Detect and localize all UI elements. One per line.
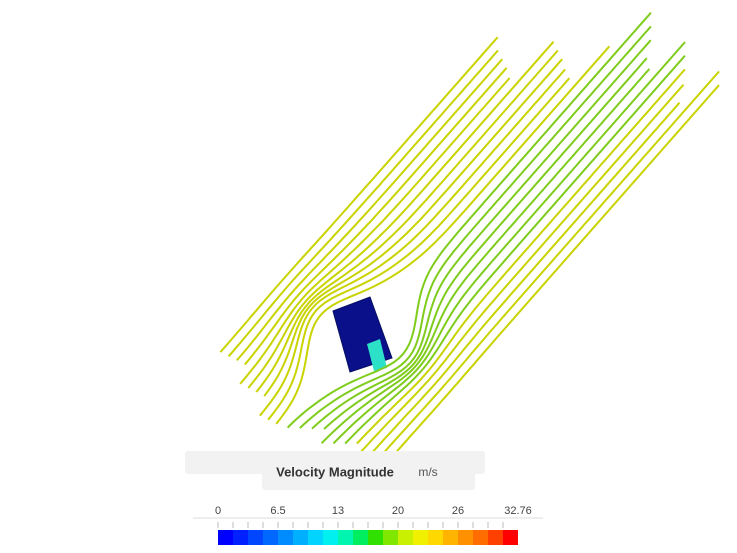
colorbar-cell	[293, 530, 308, 545]
colorbar-tick-label: 26	[452, 505, 464, 517]
colorbar-cell	[218, 530, 233, 545]
streamline	[366, 102, 681, 460]
colorbar-cell	[398, 530, 413, 545]
colorbar-cell	[278, 530, 293, 545]
colorbar-cell	[428, 530, 443, 545]
streamline	[286, 12, 652, 429]
streamline	[244, 67, 508, 366]
streamline	[236, 58, 504, 362]
streamline	[377, 70, 720, 460]
streamline	[239, 77, 511, 385]
legend-panel	[262, 462, 475, 490]
colorbar-cell	[413, 530, 428, 545]
streamline	[344, 55, 686, 445]
colorbar-cell	[248, 530, 263, 545]
streamline	[263, 58, 563, 397]
colorbar-tick-label: 32.76	[504, 505, 532, 517]
streamline	[267, 77, 571, 421]
streamline	[299, 25, 652, 429]
colorbar-cell	[233, 530, 248, 545]
colorbar-tick-label: 0	[215, 505, 221, 517]
streamline	[219, 36, 499, 353]
streamline	[247, 41, 555, 389]
colorbar-ticks: 0 6.5 13 20 26 32.76	[215, 505, 532, 517]
colorbar-cell	[308, 530, 323, 545]
streamline	[356, 68, 686, 445]
streamline	[354, 83, 685, 459]
colorbar-tick-label: 13	[332, 505, 344, 517]
streamline	[259, 68, 566, 417]
streamlines	[219, 36, 720, 460]
streamlines-over	[259, 12, 652, 430]
colorbar-cell	[383, 530, 398, 545]
obstacle-part	[367, 339, 387, 371]
streamline	[311, 39, 652, 430]
colorbar-tick-label: 6.5	[270, 505, 285, 517]
colorbar-cell	[338, 530, 353, 545]
colorbar-cell	[263, 530, 278, 545]
streamline	[227, 49, 499, 357]
colorbar-cell	[503, 530, 518, 545]
colorbar-cell	[488, 530, 503, 545]
streamline	[332, 41, 686, 445]
colorbar-cell	[368, 530, 383, 545]
colorbar-cell	[353, 530, 368, 545]
colorbar-cell	[323, 530, 338, 545]
colorbar-tick-label: 20	[392, 505, 404, 517]
colorbar-cell	[443, 530, 458, 545]
colorbar	[217, 522, 518, 545]
colorbar-cell	[458, 530, 473, 545]
streamline	[323, 57, 648, 430]
legend-unit: m/s	[418, 465, 437, 479]
streamline	[320, 68, 651, 444]
streamline	[389, 84, 720, 460]
colorbar-cell	[473, 530, 488, 545]
streamline	[275, 45, 611, 425]
legend-title: Velocity Magnitude	[276, 464, 394, 479]
streamline	[255, 49, 559, 393]
